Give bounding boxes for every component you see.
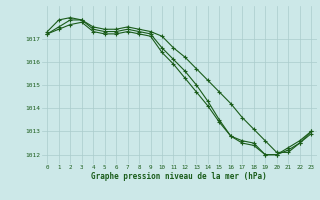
X-axis label: Graphe pression niveau de la mer (hPa): Graphe pression niveau de la mer (hPa) [91,172,267,181]
